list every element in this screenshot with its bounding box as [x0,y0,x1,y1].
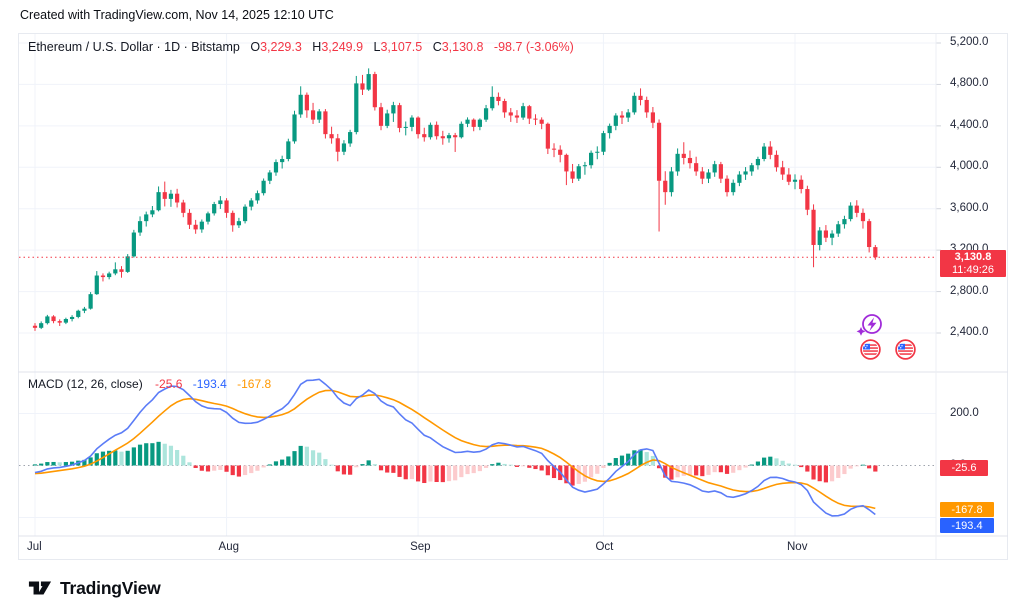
tradingview-logomark-icon [28,581,52,595]
macd-signal-badge: -167.8 [940,502,994,517]
macd-line-badge: -193.4 [940,518,994,533]
chart-widget-frame [18,33,1008,560]
symbol-title: Ethereum / U.S. Dollar · 1D · Bitstamp [28,40,240,54]
time-axis-label: Nov [787,541,808,553]
low-label: L [373,40,381,54]
price-axis-label: 4,000.0 [950,160,989,173]
macd-hist-value: -25.6 [155,377,183,391]
time-axis-label: Jul [27,541,42,553]
ai-insights-icon[interactable] [854,310,886,340]
low-value: 3,107.5 [380,40,423,54]
last-price-value: 3,130.8 [954,251,992,263]
time-axis-label: Sep [410,541,431,553]
close-value: 3,130.8 [441,40,484,54]
price-axis-label: 5,200.0 [950,36,989,48]
close-label: C [432,40,442,54]
time-axis-label: Aug [218,541,239,553]
economic-event-flag-icon[interactable] [895,339,916,360]
created-with-line: Created with TradingView.com, Nov 14, 20… [20,8,334,22]
macd-axis-label: 200.0 [950,406,979,419]
macd-signal-value: -167.8 [237,377,272,391]
macd-title: MACD (12, 26, close) [28,377,143,391]
bar-countdown: 11:49:26 [951,263,994,276]
price-axis-label: 4,400.0 [950,118,989,131]
tradingview-footer-logo[interactable]: TradingView [28,577,161,599]
macd-hist-badge: -25.6 [940,460,988,476]
high-value: 3,249.9 [321,40,364,54]
economic-event-flag-icon[interactable] [860,339,881,360]
tradingview-brand-text: TradingView [60,577,161,598]
change-value: -98.7 (-3.06%) [493,40,574,54]
last-price-badge: 3,130.8 11:49:26 [940,250,1006,277]
price-axis-label: 2,400.0 [950,325,989,338]
macd-legend[interactable]: MACD (12, 26, close) -25.6 -193.4 -167.8 [28,377,271,391]
open-value: 3,229.3 [260,40,302,54]
symbol-legend[interactable]: Ethereum / U.S. Dollar · 1D · Bitstamp O… [28,40,574,54]
price-axis-label: 2,800.0 [950,284,989,297]
price-axis-label: 4,800.0 [950,77,989,90]
macd-line-value: -193.4 [192,377,227,391]
time-axis-label: Oct [595,541,614,553]
open-label: O [250,40,261,54]
price-axis-label: 3,600.0 [950,201,989,214]
high-label: H [312,40,322,54]
